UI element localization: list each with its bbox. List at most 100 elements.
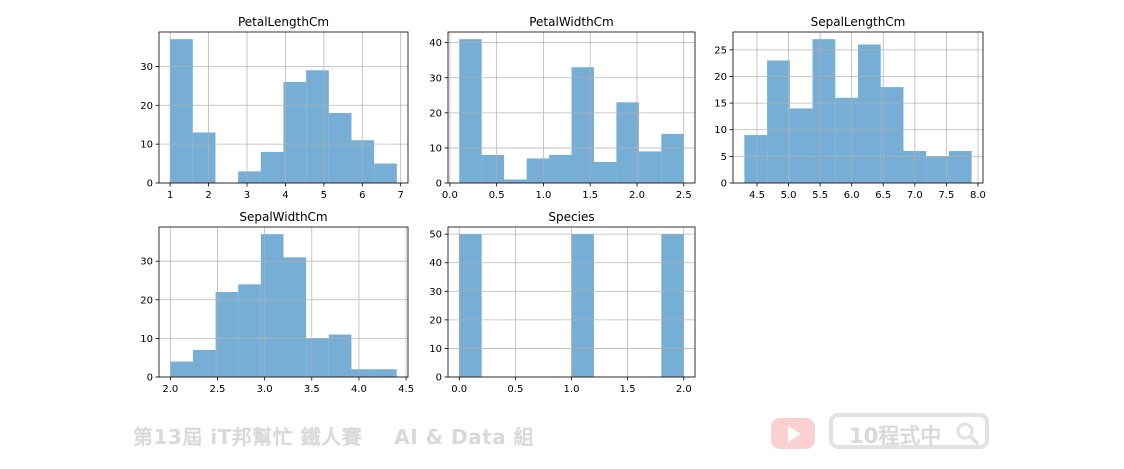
histogram-bar (260, 234, 284, 377)
watermark-search-box: 10程式中 (829, 413, 989, 449)
histogram-bar (328, 113, 352, 183)
event-group: AI & Data 組 (394, 425, 535, 449)
histogram-bar (192, 349, 216, 377)
histogram-bar (351, 369, 375, 377)
x-tick-label: 7.5 (938, 190, 954, 201)
x-tick-label: 5.5 (812, 190, 828, 201)
x-tick-label: 4.5 (398, 384, 414, 395)
y-tick-label: 20 (429, 108, 442, 119)
histogram-bar (948, 151, 972, 183)
histogram-bar (374, 163, 397, 183)
histogram-bar (504, 179, 527, 183)
histogram-bar (238, 171, 261, 183)
histogram-bar (215, 292, 239, 377)
histogram-bar (328, 334, 352, 377)
histogram-bar (638, 151, 662, 183)
search-icon (956, 422, 979, 445)
subplot-1: 0.0 0.5 1.0 1.5 2.0 2.5 0 10 20 30 40 PetalWidthCm (429, 15, 696, 201)
chart-title: Species (548, 210, 594, 224)
x-tick-label: 7.0 (907, 190, 923, 201)
histogram-bar (571, 67, 594, 183)
y-tick-label: 10 (140, 334, 153, 345)
x-tick-label: 1.0 (564, 384, 580, 395)
x-tick-label: 0.5 (507, 384, 523, 395)
x-tick-label: 7 (398, 190, 404, 201)
histogram-bar (374, 369, 397, 377)
subplot-4: 0.0 0.5 1.0 1.5 2.0 0 10 20 30 40 50 Species (429, 210, 696, 395)
x-tick-label: 1.5 (620, 384, 636, 395)
x-tick-label: 0.5 (489, 190, 505, 201)
subplot-3: 2.0 2.5 3.0 3.5 4.0 4.5 0 10 20 30 SepalWidthCm (140, 210, 414, 395)
chart-title: PetalWidthCm (529, 15, 614, 29)
chart-title: SepalWidthCm (239, 210, 327, 224)
x-tick-label: 3.5 (304, 384, 320, 395)
x-tick-label: 3.0 (257, 384, 273, 395)
histogram-bar (812, 39, 836, 183)
y-tick-label: 30 (140, 62, 153, 73)
chart-title: PetalLengthCm (238, 15, 329, 29)
x-tick-label: 0.0 (442, 190, 458, 201)
histogram-bar (661, 133, 684, 183)
x-tick-label: 5 (321, 190, 327, 201)
y-tick-label: 0 (436, 179, 442, 190)
x-tick-label: 2.0 (162, 384, 178, 395)
x-tick-label: 2.5 (210, 384, 226, 395)
y-tick-label: 0 (147, 373, 153, 384)
x-tick-label: 3 (244, 190, 250, 201)
y-tick-label: 0 (436, 373, 442, 384)
x-tick-label: 4.0 (351, 384, 367, 395)
x-tick-label: 2.5 (676, 190, 692, 201)
youtube-icon (771, 418, 815, 449)
axes-frame (158, 31, 409, 184)
axes-frame (732, 31, 984, 184)
histogram-bar (526, 158, 550, 183)
x-tick-label: 4 (282, 190, 288, 201)
event-title: 第13屆 iT邦幫忙 鐵人賽 (133, 425, 363, 449)
axes-frame (158, 226, 409, 378)
y-tick-label: 10 (714, 125, 727, 136)
y-tick-label: 5 (721, 152, 727, 163)
histogram-bar (767, 60, 790, 183)
y-tick-label: 20 (140, 101, 153, 112)
y-tick-label: 10 (429, 344, 442, 355)
histogram-bar (192, 132, 216, 183)
search-label: 10程式中 (849, 424, 942, 448)
x-tick-label: 0.0 (451, 384, 467, 395)
x-tick-label: 2.0 (676, 384, 692, 395)
watermark-caption: 第13屆 iT邦幫忙 鐵人賽 AI & Data 組 (133, 421, 534, 450)
x-tick-label: 2.0 (629, 190, 645, 201)
x-tick-label: 6.0 (844, 190, 860, 201)
y-tick-label: 20 (140, 295, 153, 306)
histogram-bar (170, 361, 193, 377)
y-tick-label: 15 (714, 99, 727, 110)
histogram-bar (835, 97, 858, 183)
histogram-bar (858, 44, 881, 183)
x-tick-label: 1.0 (535, 190, 551, 201)
y-tick-label: 20 (714, 72, 727, 83)
histogram-bar (283, 81, 307, 183)
y-tick-label: 40 (429, 258, 442, 269)
y-tick-label: 25 (714, 45, 727, 56)
y-tick-label: 0 (147, 179, 153, 190)
axes-frame (447, 31, 696, 184)
histogram-bar (459, 39, 482, 183)
subplot-2: 4.5 5.0 5.5 6.0 6.5 7.0 7.5 8.0 0 5 10 15 20 25 SepalL… (714, 15, 986, 201)
y-tick-label: 10 (429, 143, 442, 154)
x-tick-label: 4.5 (749, 190, 765, 201)
x-tick-label: 6.5 (875, 190, 891, 201)
y-tick-label: 10 (140, 140, 153, 151)
histogram-bar (260, 151, 284, 183)
histogram-bar (238, 284, 261, 377)
histogram-bar (170, 39, 193, 183)
y-tick-label: 50 (429, 230, 442, 241)
y-tick-label: 30 (429, 73, 442, 84)
x-tick-label: 6 (359, 190, 365, 201)
histogram-bar (744, 135, 768, 183)
y-tick-label: 30 (140, 257, 153, 268)
x-tick-label: 1 (167, 190, 173, 201)
histogram-bar (593, 161, 617, 183)
subplot-0: 1 2 3 4 5 6 7 0 10 20 30 PetalLengthCm (140, 15, 409, 201)
x-tick-label: 1.5 (582, 190, 598, 201)
histogram-bar (661, 234, 684, 377)
